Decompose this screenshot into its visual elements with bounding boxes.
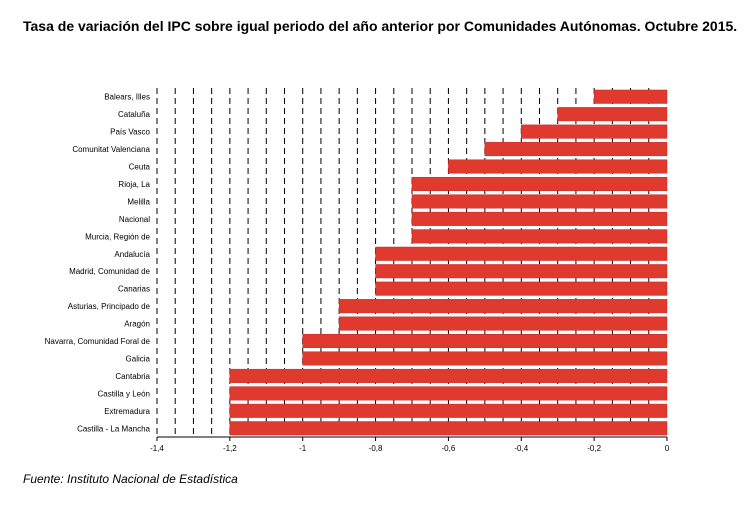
category-label: Asturias, Principado de (68, 302, 151, 311)
x-tick-label: 0 (665, 444, 670, 453)
category-label: Andalucía (114, 250, 150, 259)
category-label: Rioja, La (118, 180, 150, 189)
bar (557, 107, 668, 122)
bar (229, 403, 668, 418)
category-label: Castilla - La Mancha (77, 424, 150, 433)
bar (411, 176, 668, 191)
x-axis: -1,4 -1,2 -1 -0,8 -0,6 -0,4 -0,2 0 (150, 436, 670, 453)
category-label: Canarias (118, 285, 150, 294)
bar (593, 89, 668, 104)
x-tick-label: -1,4 (150, 444, 164, 453)
bar (229, 386, 668, 401)
x-tick-label: -1 (299, 444, 307, 453)
bar (448, 159, 668, 174)
category-label: Madrid, Comunidad de (69, 267, 150, 276)
bar (521, 124, 668, 139)
source-note: Fuente: Instituto Nacional de Estadístic… (23, 472, 238, 486)
category-label: Nacional (119, 215, 150, 224)
bar (411, 211, 668, 226)
category-label: País Vasco (110, 128, 150, 137)
bar (375, 281, 668, 296)
bar (338, 316, 668, 331)
bar (484, 142, 668, 157)
chart-title: Tasa de variación del IPC sobre igual pe… (23, 18, 738, 34)
category-label: Navarra, Comunidad Foral de (45, 337, 151, 346)
category-label: Cantabria (115, 372, 150, 381)
category-label: Cataluña (118, 110, 151, 119)
bar (411, 229, 668, 244)
grid-lines (156, 88, 650, 437)
bar (229, 421, 668, 436)
bar (411, 194, 668, 209)
bar (338, 299, 668, 314)
bar (302, 334, 668, 349)
category-label: Murcia, Región de (85, 232, 150, 241)
x-tick-label: -0,6 (442, 444, 456, 453)
bar (375, 264, 668, 279)
x-tick-label: -0,4 (514, 444, 528, 453)
bar (229, 368, 668, 383)
category-label: Galicia (126, 354, 151, 363)
bar (375, 246, 668, 261)
category-label: Ceuta (129, 163, 151, 172)
x-tick-label: -0,8 (369, 444, 383, 453)
category-label: Aragón (124, 320, 150, 329)
category-label: Melilla (127, 197, 150, 206)
category-label: Balears, Illes (104, 93, 150, 102)
category-label: Castilla y León (98, 389, 150, 398)
category-labels: Balears, Illes Cataluña País Vasco Comunita… (45, 93, 151, 434)
category-label: Extremadura (104, 407, 150, 416)
x-tick-label: -1,2 (223, 444, 237, 453)
bars (229, 89, 668, 436)
x-tick-label: -0,2 (587, 444, 601, 453)
bar (302, 351, 668, 366)
category-label: Comunitat Valenciana (72, 145, 150, 154)
